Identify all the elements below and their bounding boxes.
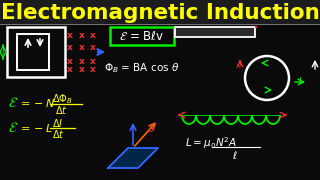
Text: x: x (90, 66, 96, 75)
Bar (175, 27, 255, 37)
Text: x: x (79, 66, 85, 75)
Text: $\Delta\Phi_B$: $\Delta\Phi_B$ (52, 92, 73, 106)
Text: I: I (2, 47, 4, 57)
Text: $\Delta t$: $\Delta t$ (55, 104, 68, 116)
Text: x: x (79, 57, 85, 66)
Text: $= -N$: $= -N$ (18, 97, 55, 109)
Text: ·: · (253, 19, 259, 39)
Text: x: x (67, 44, 73, 53)
Text: x: x (79, 30, 85, 39)
Text: $\Delta I$: $\Delta I$ (52, 117, 63, 129)
Bar (17, 34, 49, 70)
Text: $= -L$: $= -L$ (18, 122, 53, 134)
Text: Electromagnetic Induction: Electromagnetic Induction (1, 3, 319, 23)
Polygon shape (108, 148, 158, 168)
Text: $\mathcal{E}$ = B$\ell$v: $\mathcal{E}$ = B$\ell$v (119, 30, 165, 44)
Text: x: x (90, 44, 96, 53)
Text: $\mathcal{E}$: $\mathcal{E}$ (8, 121, 18, 135)
Text: $\mathcal{E}$: $\mathcal{E}$ (8, 96, 18, 110)
Text: x: x (79, 44, 85, 53)
Text: $\Phi_B$ = BA cos $\theta$: $\Phi_B$ = BA cos $\theta$ (104, 61, 180, 75)
Bar (7, 27, 65, 77)
Text: I: I (299, 78, 301, 87)
Bar (0, 0, 320, 24)
Text: x: x (90, 57, 96, 66)
Text: x: x (90, 30, 96, 39)
Text: x: x (67, 57, 73, 66)
Text: $\Delta t$: $\Delta t$ (52, 128, 65, 140)
Text: x: x (67, 66, 73, 75)
Text: $\ell$: $\ell$ (232, 149, 238, 161)
Text: $\theta$: $\theta$ (148, 123, 156, 134)
Text: x: x (67, 30, 73, 39)
Text: $L = \mu_0 N^2 A$: $L = \mu_0 N^2 A$ (185, 135, 237, 151)
Text: I: I (239, 60, 241, 69)
Bar (110, 27, 174, 45)
